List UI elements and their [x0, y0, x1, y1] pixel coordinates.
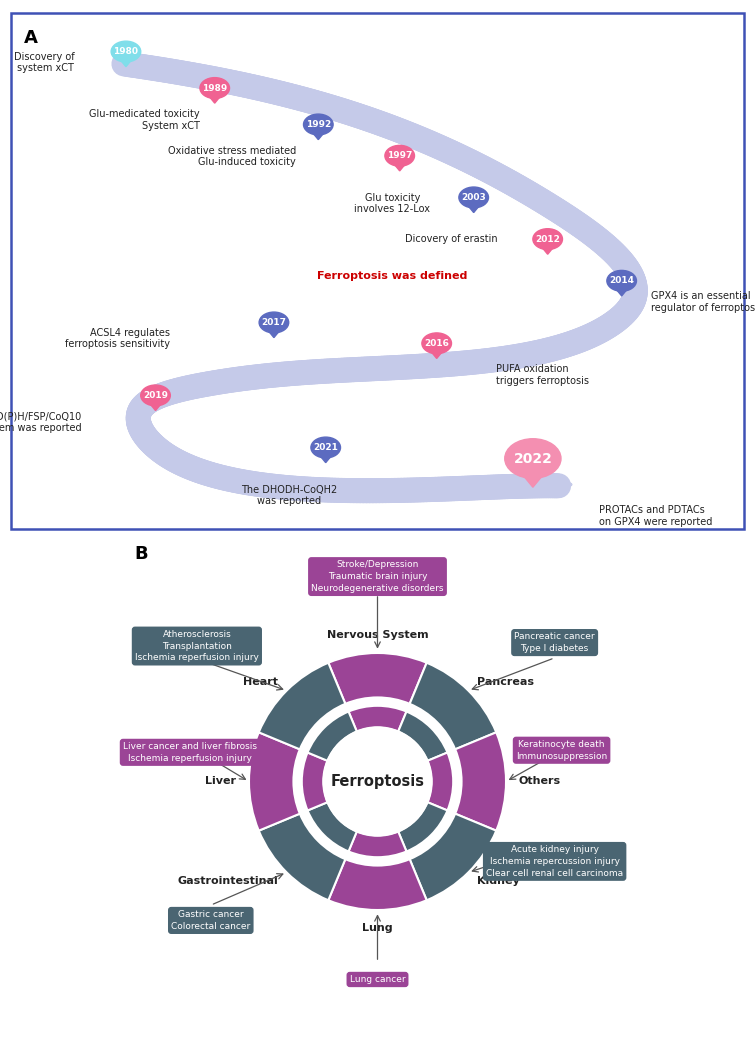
- Wedge shape: [410, 814, 496, 900]
- Circle shape: [200, 77, 230, 98]
- Circle shape: [459, 188, 488, 208]
- Polygon shape: [207, 94, 223, 103]
- Polygon shape: [266, 328, 282, 338]
- Text: 1992: 1992: [306, 120, 331, 129]
- Circle shape: [422, 332, 451, 353]
- Text: NAD(P)H/FSP/CoQ10
system was reported: NAD(P)H/FSP/CoQ10 system was reported: [0, 412, 82, 432]
- Circle shape: [323, 727, 432, 836]
- Wedge shape: [307, 802, 357, 851]
- Polygon shape: [540, 244, 556, 254]
- Polygon shape: [318, 452, 334, 463]
- Text: GPX4 is an essential
regulator of ferroptosis: GPX4 is an essential regulator of ferrop…: [652, 292, 755, 313]
- Text: Ferroptosis: Ferroptosis: [331, 774, 424, 789]
- Text: Atherosclerosis
Transplantation
Ischemia reperfusion injury: Atherosclerosis Transplantation Ischemia…: [135, 629, 259, 663]
- Text: B: B: [134, 545, 148, 564]
- Text: Keratinocyte death
Immunosuppression: Keratinocyte death Immunosuppression: [516, 740, 607, 761]
- Text: Nervous System: Nervous System: [327, 630, 428, 641]
- Wedge shape: [307, 712, 357, 761]
- Text: Gastric cancer
Colorectal cancer: Gastric cancer Colorectal cancer: [171, 910, 251, 931]
- Circle shape: [533, 229, 562, 250]
- Circle shape: [385, 145, 414, 166]
- Text: Ferroptosis was defined: Ferroptosis was defined: [317, 271, 467, 281]
- Wedge shape: [455, 733, 506, 830]
- Wedge shape: [328, 653, 427, 703]
- Text: Stroke/Depression
Traumatic brain injury
Neurodegenerative disorders: Stroke/Depression Traumatic brain injury…: [311, 561, 444, 593]
- Text: 1997: 1997: [387, 151, 412, 160]
- Circle shape: [607, 270, 636, 291]
- Text: PUFA oxidation
triggers ferroptosis: PUFA oxidation triggers ferroptosis: [496, 365, 589, 386]
- Text: 1989: 1989: [202, 83, 227, 93]
- Polygon shape: [614, 287, 630, 296]
- Text: 2016: 2016: [424, 339, 449, 348]
- Wedge shape: [410, 663, 496, 749]
- Text: Pancreas: Pancreas: [477, 677, 535, 687]
- Wedge shape: [349, 832, 406, 858]
- Circle shape: [140, 386, 171, 406]
- Text: Pancreatic cancer
Type I diabetes: Pancreatic cancer Type I diabetes: [514, 632, 595, 653]
- Text: Liver: Liver: [205, 776, 236, 787]
- Text: A: A: [24, 28, 38, 47]
- Text: Gastrointestinal: Gastrointestinal: [177, 876, 278, 886]
- Text: Kidney: Kidney: [477, 876, 520, 886]
- Circle shape: [505, 439, 561, 478]
- Text: 2019: 2019: [143, 391, 168, 400]
- Polygon shape: [517, 469, 548, 488]
- Text: Oxidative stress mediated
Glu-induced toxicity: Oxidative stress mediated Glu-induced to…: [168, 146, 296, 167]
- Wedge shape: [398, 712, 448, 761]
- Text: 2003: 2003: [461, 193, 486, 202]
- Text: The DHODH-CoQH2
was reported: The DHODH-CoQH2 was reported: [241, 485, 337, 506]
- Circle shape: [111, 41, 140, 63]
- Text: ACSL4 regulates
ferroptosis sensitivity: ACSL4 regulates ferroptosis sensitivity: [66, 328, 171, 349]
- Wedge shape: [328, 860, 427, 910]
- Text: Heart: Heart: [243, 677, 278, 687]
- Text: PROTACs and PDTACs
on GPX4 were reported: PROTACs and PDTACs on GPX4 were reported: [599, 505, 713, 527]
- Text: 2012: 2012: [535, 234, 560, 244]
- Text: Lung: Lung: [362, 922, 393, 933]
- Text: Discovery of
system xCT: Discovery of system xCT: [14, 52, 74, 73]
- Text: 1980: 1980: [113, 47, 138, 56]
- Text: 2022: 2022: [513, 451, 553, 466]
- Text: Glu-medicated toxicity
System xCT: Glu-medicated toxicity System xCT: [89, 109, 200, 130]
- Text: Acute kidney injury
Ischemia repercussion injury
Clear cell renal cell carcinoma: Acute kidney injury Ischemia repercussio…: [486, 845, 623, 877]
- Wedge shape: [349, 705, 406, 731]
- Circle shape: [311, 438, 341, 458]
- Text: Liver cancer and liver fibrosis
Ischemia reperfusion injury: Liver cancer and liver fibrosis Ischemia…: [123, 742, 257, 763]
- Polygon shape: [429, 348, 445, 358]
- Polygon shape: [310, 130, 326, 140]
- Wedge shape: [302, 752, 328, 811]
- Text: Glu toxicity
involves 12-Lox: Glu toxicity involves 12-Lox: [354, 193, 430, 215]
- Text: Lung cancer: Lung cancer: [350, 975, 405, 984]
- Polygon shape: [118, 56, 134, 67]
- Text: Others: Others: [519, 776, 561, 787]
- Polygon shape: [466, 203, 482, 213]
- Polygon shape: [392, 162, 408, 171]
- Polygon shape: [147, 401, 164, 411]
- Wedge shape: [427, 752, 453, 811]
- Wedge shape: [259, 663, 345, 749]
- Text: 2017: 2017: [261, 318, 286, 327]
- Wedge shape: [259, 814, 345, 900]
- Text: 2021: 2021: [313, 443, 338, 452]
- Wedge shape: [249, 733, 300, 830]
- Wedge shape: [398, 802, 448, 851]
- Circle shape: [259, 313, 288, 333]
- Circle shape: [304, 115, 333, 134]
- Text: Dicovery of erastin: Dicovery of erastin: [405, 234, 498, 245]
- Text: 2014: 2014: [609, 276, 634, 286]
- FancyBboxPatch shape: [11, 14, 744, 529]
